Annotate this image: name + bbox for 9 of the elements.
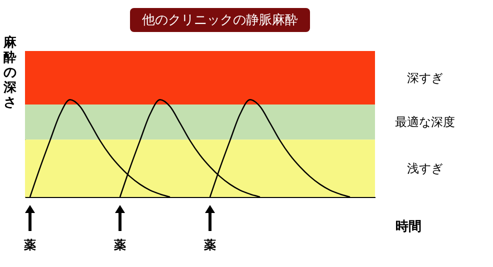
chart-title: 他のクリニックの静脈麻酔 bbox=[130, 8, 310, 32]
text: 薬 bbox=[204, 237, 216, 254]
text: 薬 bbox=[114, 237, 126, 254]
x-axis-title: 時間 bbox=[396, 220, 422, 234]
band-label: 深すぎ bbox=[407, 70, 443, 85]
band-label: 最適な深度 bbox=[395, 115, 455, 130]
text: 薬 bbox=[24, 237, 36, 254]
band-label: 浅すぎ bbox=[407, 161, 443, 176]
y-axis-title: 麻酔の深さ bbox=[2, 34, 18, 110]
